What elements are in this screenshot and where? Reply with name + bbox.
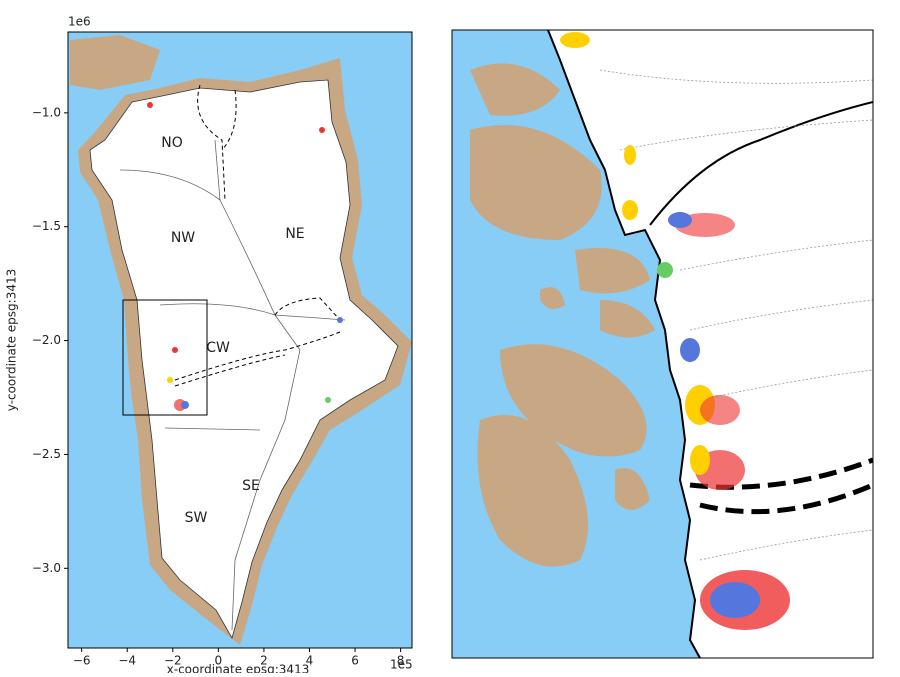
islands [470, 63, 655, 567]
x-tick-label: −4 [118, 654, 136, 668]
x-axis-label: x-coordinate epsg:3413 [167, 663, 310, 674]
zoom-frame [451, 29, 874, 659]
y-tick-label: −1.0 [32, 105, 61, 119]
x-tick-label: −2 [164, 654, 182, 668]
x-tick-label: −6 [73, 654, 91, 668]
dashed-boundary [689, 457, 873, 515]
ice-front [547, 30, 701, 658]
x-tick-label: 4 [306, 654, 314, 668]
zoom-map [452, 30, 873, 658]
x-tick-label: 0 [215, 654, 223, 668]
boundary [649, 101, 873, 226]
region-label: NW [171, 230, 195, 246]
region-label: NO [161, 135, 183, 151]
x-tick-label: 8 [397, 654, 405, 668]
zoom-box [122, 299, 208, 416]
terminus-points [147, 102, 343, 411]
x-tick-label: 6 [351, 654, 359, 668]
x-tick-label: 2 [260, 654, 268, 668]
region-label: SE [242, 478, 260, 494]
axes-frame [67, 31, 413, 649]
x-offset: 1e5 [390, 658, 413, 672]
y-tick-label: −2.0 [32, 333, 61, 347]
y-offset: 1e6 [68, 15, 91, 29]
dashed-boundaries [174, 84, 341, 387]
terminus-points [560, 32, 790, 630]
y-tick-label: −3.0 [32, 561, 61, 575]
land [70, 35, 160, 90]
y-tick-label: −2.5 [32, 447, 61, 461]
y-axis-label: y-coordinate epsg:3413 [5, 269, 19, 412]
region-label: CW [206, 340, 230, 356]
overview-map [68, 32, 412, 648]
y-tick-label: −1.5 [32, 219, 61, 233]
region-label: SW [185, 510, 208, 526]
ticks: −6 −4 −2 0 2 4 6 8 −1.0 −1.5 −2.0 −2.5 −3.0 [32, 105, 405, 667]
region-label: NE [285, 226, 304, 242]
